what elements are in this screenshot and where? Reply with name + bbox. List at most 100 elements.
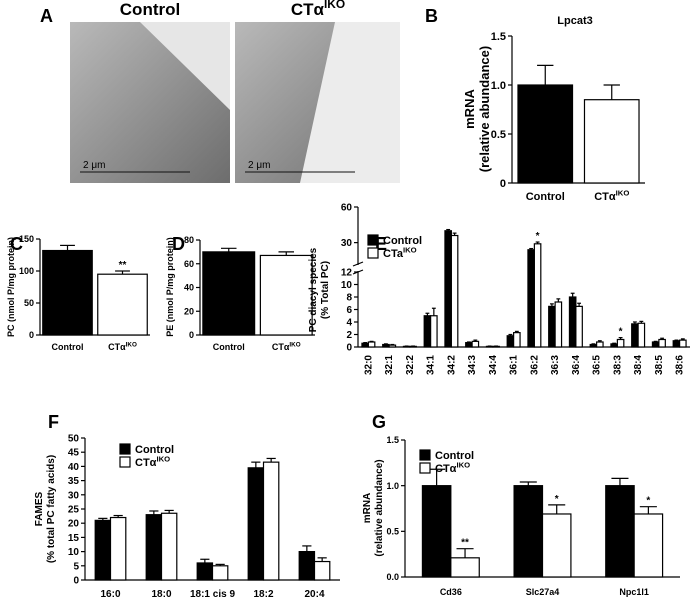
bar [658,338,666,348]
significance-label: * [619,327,623,338]
bar [421,485,452,578]
y-tick-label: 0 [73,576,79,587]
panel-letter: A [40,6,53,26]
bar [298,550,316,581]
bar [259,254,313,336]
legend-swatch [119,443,131,455]
legend-label-text: CTα [135,457,157,469]
legend-label-sup: IKO [156,455,170,464]
y-tick-label: 0.5 [386,526,399,536]
bar [583,99,640,184]
y-tick-label: 25 [68,505,80,516]
x-tick-label: 18:1 cis 9 [190,589,235,600]
y-tick-label: 1.5 [491,31,506,43]
x-tick-label: 34:3 [467,355,478,375]
x-tick-label-text: 36:2 [529,355,540,375]
x-tick-label-text: 32:1 [384,355,395,375]
bar [672,340,681,348]
y-axis-label: (% Total PC) [320,261,331,319]
x-tick-label-text: 32:0 [363,355,374,375]
x-tick-label-text: 18:2 [253,589,273,600]
legend-label-text: Control [435,450,474,462]
bar [247,467,265,581]
bar [430,315,438,348]
y-tick-label: 20 [68,519,80,530]
x-tick-label-text: 36:4 [571,355,582,375]
bar [513,332,521,348]
y-tick-label: 80 [184,235,194,245]
y-axis-label: (relative abundance) [374,459,385,556]
x-tick-label: Control [213,342,245,352]
image-caption-text: Control [120,0,180,19]
y-tick-label: 0.0 [386,572,399,582]
bar [506,335,515,348]
legend-label: Control [135,444,174,456]
image-caption-text: CTα [291,0,325,19]
bar [533,243,542,348]
scale-label: 2 μm [248,160,270,171]
bar [610,343,618,348]
y-tick-label: 60 [341,203,353,214]
x-tick-label: 20:4 [304,589,324,600]
image-caption: Control [120,0,180,19]
y-tick-label: 60 [184,259,194,269]
x-tick-label-text: 20:4 [304,589,324,600]
significance-label: * [536,231,540,242]
y-tick-label: 2 [346,330,352,341]
legend-label: CTαIKO [135,455,170,469]
legend-swatch [367,247,379,259]
x-tick-label: CTαIKO [594,189,629,203]
significance-label: * [555,494,559,505]
bar [527,249,535,348]
bar [616,338,625,348]
y-tick-label: 40 [184,283,194,293]
bar [262,461,280,581]
x-tick-label-text: 38:4 [633,355,644,375]
legend-swatch [119,456,131,468]
bar [541,513,572,578]
x-tick-label: Slc27a4 [526,587,560,597]
panel-letter: D [172,234,185,254]
x-tick-label-text: 18:1 cis 9 [190,589,235,600]
bar [465,342,473,348]
legend-label-text: Control [383,235,422,247]
y-tick-label: 35 [68,476,80,487]
bar [513,485,544,578]
x-tick-label-text: 36:1 [509,355,520,375]
x-tick-label-text: Cd36 [440,587,462,597]
bar [548,305,556,348]
x-tick-label: CTαIKO [108,341,137,352]
x-tick-label-text: 18:0 [151,589,171,600]
y-tick-label: 15 [68,533,80,544]
significance-label: ** [461,538,469,549]
x-tick-label-text: 16:0 [100,589,120,600]
x-tick-label: 38:4 [633,355,644,375]
x-tick-label: Npc1l1 [619,587,649,597]
y-axis-label: PC (nmol P/mg protein) [6,237,16,337]
x-tick-label-text: 32:2 [405,355,416,375]
y-axis-label: (% total PC fatty acids) [46,455,57,563]
bar [444,230,452,348]
x-tick-label: 32:1 [384,355,395,375]
x-tick-label: 18:2 [253,589,273,600]
x-tick-label-text: 36:5 [592,355,603,375]
bar [589,343,598,348]
y-tick-label: 100 [19,266,34,276]
x-tick-label-text: Control [52,342,84,352]
axis-break [352,265,364,271]
legend-label: CTαIKO [435,461,470,475]
bar [196,562,214,581]
x-tick-label: CTαIKO [272,341,301,352]
lumen [300,22,400,183]
x-tick-label-text: Npc1l1 [619,587,649,597]
bar [471,340,480,348]
panel-letter: F [48,412,59,432]
bar [367,341,376,348]
y-tick-label: 10 [341,280,353,291]
x-tick-label: 36:3 [550,355,561,375]
x-tick-label-text: Control [213,342,245,352]
y-tick-label: 0.5 [491,129,506,141]
x-tick-label: Cd36 [440,587,462,597]
x-tick-label: 16:0 [100,589,120,600]
y-axis-label: mRNA [362,493,373,524]
